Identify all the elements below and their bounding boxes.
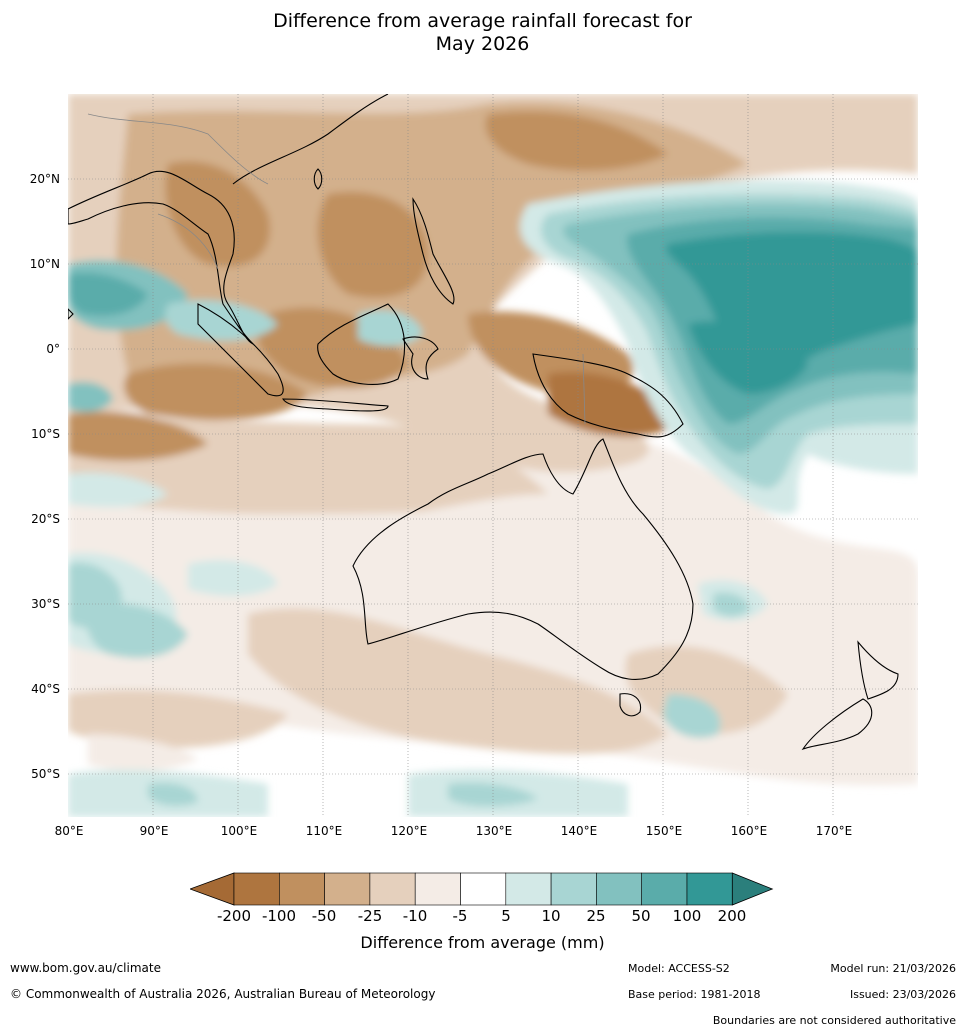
new-zealand-north-coast — [857, 640, 899, 700]
title-line-2: May 2026 — [435, 33, 530, 55]
country-borders — [87, 113, 586, 425]
colorbar-segment — [324, 872, 371, 906]
australia-coast — [352, 438, 694, 680]
footer-model: Model: ACCESS-S2 — [628, 962, 730, 975]
colorbar-segment — [641, 872, 688, 906]
lon-tick: 140°E — [560, 824, 598, 838]
lat-tick: 20°N — [29, 172, 60, 186]
lat-tick: 0° — [46, 342, 60, 356]
lon-tick: 80°E — [54, 824, 84, 838]
lat-tick: 10°N — [29, 257, 60, 271]
colorbar-tick-label: -10 — [402, 907, 428, 925]
lon-tick: 90°E — [139, 824, 169, 838]
colorbar-tick-label: 5 — [501, 907, 511, 925]
lon-tick: 150°E — [645, 824, 683, 838]
china-coast — [232, 94, 389, 185]
colorbar-tick-label: -100 — [261, 907, 297, 925]
sri-lanka-coast — [68, 308, 74, 320]
lat-tick: 20°S — [31, 512, 60, 526]
rainfall-map — [68, 94, 918, 817]
colorbar-segment — [686, 872, 733, 906]
colorbar-tick-label: 50 — [631, 907, 651, 925]
lon-tick: 130°E — [475, 824, 513, 838]
lon-tick: 160°E — [730, 824, 768, 838]
colorbar — [190, 872, 774, 906]
colorbar-segment — [233, 872, 280, 906]
colorbar-tick-label: -50 — [311, 907, 337, 925]
footer-disclaimer: Boundaries are not considered authoritat… — [712, 1014, 956, 1027]
lon-tick: 170°E — [815, 824, 853, 838]
colorbar-tick-label: -5 — [452, 907, 468, 925]
colorbar-segment — [550, 872, 597, 906]
lat-tick: 50°S — [31, 767, 60, 781]
new-zealand-south-coast — [801, 698, 873, 751]
footer-copyright: © Commonwealth of Australia 2026, Austra… — [10, 987, 436, 1001]
lat-tick: 30°S — [31, 597, 60, 611]
colorbar-segment — [414, 872, 461, 906]
java-coast — [282, 398, 389, 412]
colorbar-tick-label: 100 — [672, 907, 702, 925]
taiwan-coast — [313, 168, 323, 190]
lon-tick: 100°E — [220, 824, 258, 838]
colorbar-tick-label: -200 — [216, 907, 252, 925]
graticule — [68, 94, 918, 817]
sumatra-coast — [197, 303, 284, 397]
colorbar-tick-label: 200 — [717, 907, 747, 925]
colorbar-tick-label: 25 — [586, 907, 606, 925]
colorbar-segment — [369, 872, 416, 906]
title-line-1: Difference from average rainfall forecas… — [273, 10, 692, 32]
mainland-se-asia-coast — [68, 170, 254, 345]
colorbar-title: Difference from average (mm) — [360, 933, 605, 952]
footer-base-period: Base period: 1981-2018 — [628, 988, 761, 1001]
footer-model-run: Model run: 21/03/2026 — [830, 962, 956, 975]
sulawesi-coast — [402, 336, 439, 380]
colorbar-segment — [460, 872, 507, 906]
colorbar-tick-label: -25 — [357, 907, 383, 925]
footer-url[interactable]: www.bom.gov.au/climate — [10, 961, 161, 975]
borneo-coast — [317, 303, 406, 385]
lat-tick: 10°S — [31, 427, 60, 441]
footer-issued: Issued: 23/03/2026 — [849, 988, 956, 1001]
colorbar-tick-label: 10 — [541, 907, 561, 925]
coastlines — [68, 94, 899, 751]
lat-tick: 40°S — [31, 682, 60, 696]
new-guinea-coast — [532, 353, 684, 438]
philippines-coast — [412, 197, 455, 305]
colorbar-extend-low — [190, 872, 235, 906]
lon-tick: 110°E — [305, 824, 343, 838]
map-title: Difference from average rainfall forecas… — [0, 10, 965, 56]
colorbar-segment — [505, 872, 552, 906]
colorbar-segment — [596, 872, 642, 906]
colorbar-extend-high — [731, 872, 774, 906]
colorbar-segment — [279, 872, 325, 906]
tasmania-coast — [619, 693, 642, 717]
rainfall-anomaly-fill — [68, 94, 918, 817]
lon-tick: 120°E — [390, 824, 428, 838]
